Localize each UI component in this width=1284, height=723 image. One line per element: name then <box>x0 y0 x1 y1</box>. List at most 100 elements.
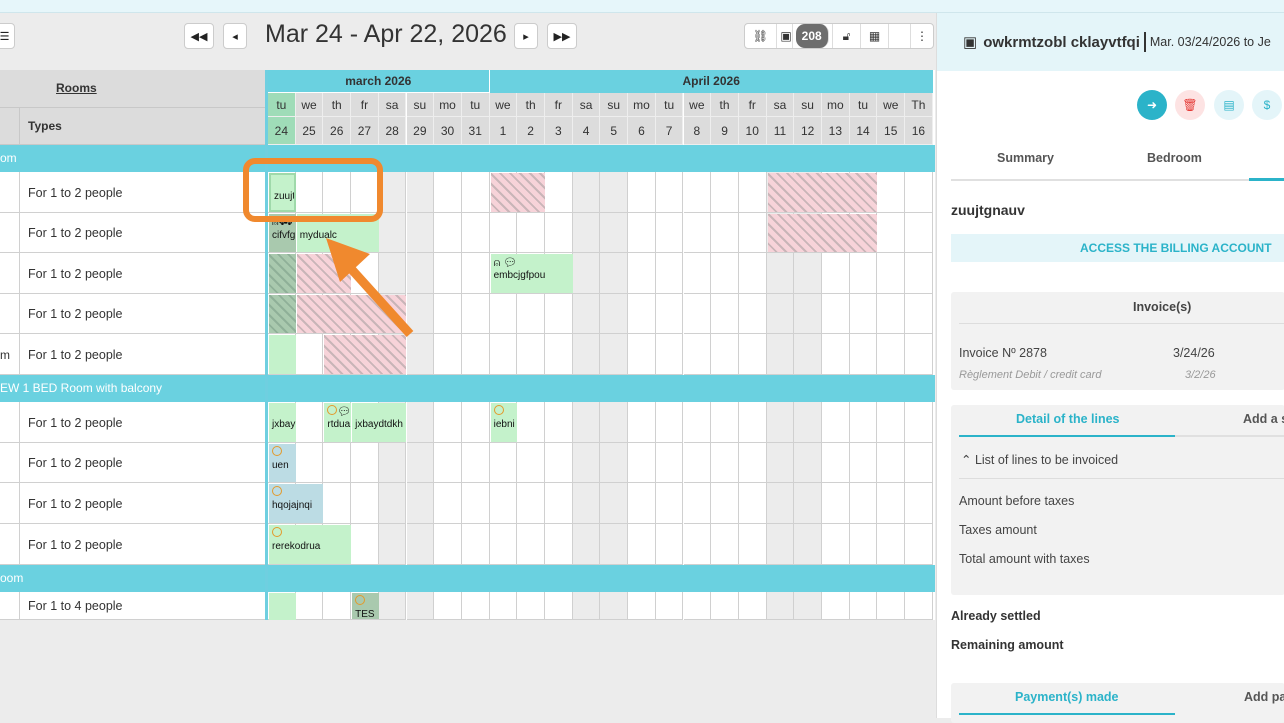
blocked-period[interactable] <box>269 254 296 293</box>
day-cell[interactable] <box>406 402 435 443</box>
day-cell[interactable] <box>711 443 739 483</box>
date-header[interactable]: 3 <box>545 117 573 145</box>
day-cell[interactable] <box>517 443 545 483</box>
day-cell[interactable] <box>434 213 462 253</box>
day-cell[interactable] <box>683 524 712 565</box>
day-cell[interactable] <box>877 402 906 443</box>
day-cell[interactable] <box>545 483 573 524</box>
blocked-period[interactable] <box>490 173 545 212</box>
day-cell[interactable] <box>378 483 407 524</box>
day-cell[interactable] <box>794 402 822 443</box>
day-cell[interactable] <box>683 213 712 253</box>
day-cell[interactable] <box>545 172 573 213</box>
day-cell[interactable] <box>822 483 850 524</box>
day-cell[interactable] <box>600 443 629 483</box>
day-cell[interactable] <box>378 524 407 565</box>
day-cell[interactable] <box>517 213 545 253</box>
booking-block[interactable]: zuujtgnauv <box>269 173 296 212</box>
day-cell[interactable] <box>406 172 435 213</box>
room-row[interactable]: For 1 to 2 people <box>0 253 267 294</box>
blocked-period[interactable] <box>767 214 878 252</box>
room-row[interactable]: For 1 to 2 people <box>0 213 267 253</box>
date-header[interactable]: 31 <box>461 117 490 145</box>
day-cell[interactable] <box>766 592 795 620</box>
day-cell[interactable] <box>461 443 490 483</box>
day-cell[interactable] <box>822 592 850 620</box>
day-cell[interactable] <box>877 334 906 375</box>
date-header[interactable]: 29 <box>406 117 435 145</box>
date-header[interactable]: 1 <box>489 117 518 145</box>
blocked-period[interactable] <box>767 173 878 212</box>
filter-settings-button[interactable]: ☰ <box>0 23 15 49</box>
day-cell[interactable] <box>877 592 906 620</box>
day-cell[interactable] <box>461 253 490 294</box>
day-cell[interactable] <box>517 483 545 524</box>
document-button[interactable]: ▤ <box>1214 90 1244 120</box>
day-cell[interactable] <box>794 443 822 483</box>
day-cell[interactable] <box>600 524 629 565</box>
day-cell[interactable] <box>711 172 739 213</box>
day-cell[interactable] <box>766 443 795 483</box>
day-cell[interactable] <box>378 253 407 294</box>
day-cell[interactable] <box>877 172 906 213</box>
day-cell[interactable] <box>461 402 490 443</box>
date-header[interactable]: 6 <box>628 117 656 145</box>
booking-block[interactable]: jxbay <box>269 403 296 442</box>
room-row[interactable]: m For 1 to 2 people <box>0 334 267 375</box>
day-cell[interactable] <box>655 213 684 253</box>
day-cell[interactable] <box>628 592 656 620</box>
day-cell[interactable] <box>766 483 795 524</box>
day-cell[interactable] <box>683 172 712 213</box>
day-cell[interactable] <box>794 253 822 294</box>
day-cell[interactable] <box>877 294 906 334</box>
day-cell[interactable] <box>600 213 629 253</box>
tab-bedroom[interactable]: Bedroom <box>1147 151 1202 165</box>
day-cell[interactable] <box>738 294 767 334</box>
room-row[interactable]: For 1 to 2 people <box>0 294 267 334</box>
day-cell[interactable] <box>683 483 712 524</box>
day-cell[interactable] <box>572 592 601 620</box>
day-cell[interactable] <box>600 402 629 443</box>
day-cell[interactable] <box>406 592 435 620</box>
check-in-button[interactable]: ➜ <box>1137 90 1167 120</box>
day-cell[interactable] <box>822 402 850 443</box>
day-cell[interactable] <box>406 334 435 375</box>
day-cell[interactable] <box>628 294 656 334</box>
day-cell[interactable] <box>794 334 822 375</box>
tab-summary[interactable]: Summary <box>997 151 1054 165</box>
day-cell[interactable] <box>849 334 878 375</box>
date-header[interactable]: 26 <box>323 117 352 145</box>
day-cell[interactable] <box>434 172 462 213</box>
day-cell[interactable] <box>766 524 795 565</box>
day-cell[interactable] <box>655 294 684 334</box>
day-cell[interactable] <box>628 402 656 443</box>
day-cell[interactable] <box>378 443 407 483</box>
day-cell[interactable] <box>572 334 601 375</box>
day-cell[interactable] <box>711 402 739 443</box>
day-cell[interactable] <box>766 253 795 294</box>
booking-block[interactable] <box>269 335 296 374</box>
day-cell[interactable] <box>905 592 933 620</box>
room-group-label[interactable]: om <box>0 145 265 172</box>
day-cell[interactable] <box>434 294 462 334</box>
date-header[interactable]: 25 <box>295 117 324 145</box>
booking-block[interactable]: hqojajnqi <box>269 484 324 523</box>
room-row[interactable]: For 1 to 2 people <box>0 402 267 443</box>
booking-block[interactable]: ⍝ 💬︎ embcjgfpou <box>490 254 573 293</box>
day-cell[interactable] <box>572 443 601 483</box>
day-cell[interactable] <box>517 294 545 334</box>
blocked-period[interactable] <box>324 335 407 374</box>
day-cell[interactable] <box>600 253 629 294</box>
room-row[interactable]: For 1 to 2 people <box>0 483 267 524</box>
day-cell[interactable] <box>572 402 601 443</box>
tab-payments-made[interactable]: Payment(s) made <box>1015 690 1119 704</box>
date-header[interactable]: 2 <box>517 117 545 145</box>
day-cell[interactable] <box>905 524 933 565</box>
day-cell[interactable] <box>461 294 490 334</box>
day-cell[interactable] <box>655 443 684 483</box>
day-cell[interactable] <box>323 443 352 483</box>
day-cell[interactable] <box>323 483 352 524</box>
day-cell[interactable] <box>738 334 767 375</box>
rooms-sort-link[interactable]: Rooms <box>56 81 97 95</box>
blocked-period[interactable] <box>269 295 296 333</box>
